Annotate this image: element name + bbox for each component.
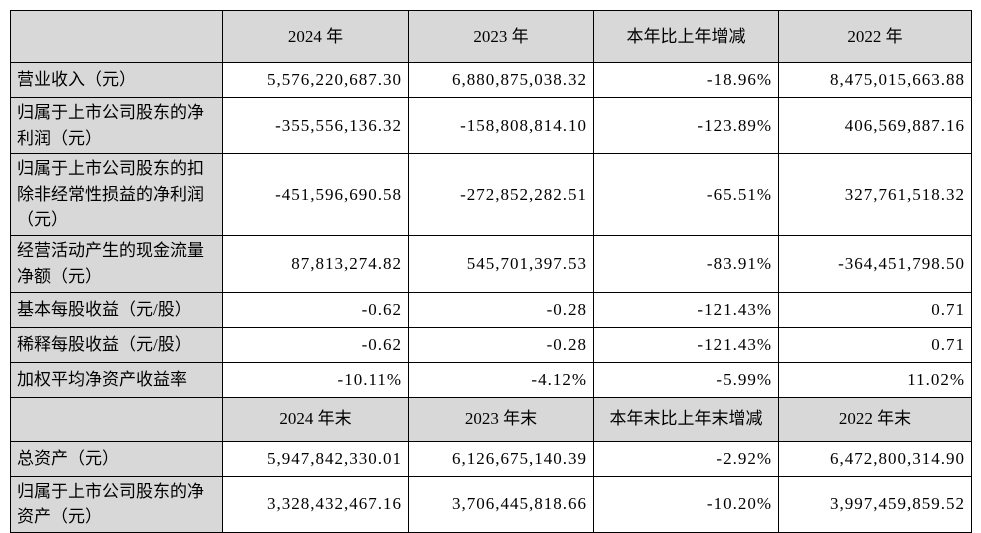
table-row-revenue: 营业收入（元） 5,576,220,687.30 6,880,875,038.3… — [10, 62, 972, 98]
table-row-total-assets: 总资产（元） 5,947,842,330.01 6,126,675,140.39… — [10, 440, 972, 477]
table-row-basic-eps: 基本每股收益（元/股） -0.62 -0.28 -121.43% 0.71 — [10, 291, 972, 328]
table-row-weighted-avg-roe: 加权平均净资产收益率 -10.11% -4.12% -5.99% 11.02% — [10, 361, 972, 398]
value-cell: -4.12% — [408, 361, 594, 398]
row-label-cell: 加权平均净资产收益率 — [10, 361, 223, 398]
value-cell: -65.51% — [593, 153, 779, 236]
value-cell: 6,126,675,140.39 — [408, 440, 594, 477]
value-cell: -10.11% — [222, 361, 409, 398]
value-cell: -123.89% — [593, 97, 779, 154]
row-label-cell: 稀释每股收益（元/股） — [10, 326, 223, 363]
value-cell: -451,596,690.58 — [222, 153, 409, 236]
value-cell: 11.02% — [778, 361, 972, 398]
value-cell: 0.71 — [778, 326, 972, 363]
header-cell-2023: 2023 年 — [408, 10, 594, 63]
row-label-cell: 归属于上市公司股东的净利润（元） — [10, 97, 223, 154]
header-cell-2022: 2022 年 — [778, 10, 972, 63]
header-cell-2022-end: 2022 年末 — [778, 396, 972, 442]
value-cell: -121.43% — [593, 326, 779, 363]
value-cell: -5.99% — [593, 361, 779, 398]
value-cell: -364,451,798.50 — [778, 234, 972, 293]
table-row-net-assets: 归属于上市公司股东的净资产（元） 3,328,432,467.16 3,706,… — [10, 475, 972, 533]
value-cell: 545,701,397.53 — [408, 234, 594, 293]
header-blank-cell — [10, 10, 223, 63]
value-cell: -0.28 — [408, 291, 594, 328]
value-cell: -121.43% — [593, 291, 779, 328]
value-cell: -0.62 — [222, 291, 409, 328]
value-cell: 0.71 — [778, 291, 972, 328]
row-label-cell: 经营活动产生的现金流量净额（元） — [10, 234, 223, 293]
value-cell: -0.62 — [222, 326, 409, 363]
row-label-cell: 总资产（元） — [10, 440, 223, 477]
header-blank-cell — [10, 396, 223, 442]
value-cell: -83.91% — [593, 234, 779, 293]
value-cell: 8,475,015,663.88 — [778, 62, 972, 98]
value-cell: -18.96% — [593, 62, 779, 98]
header-cell-yoy-change: 本年比上年增减 — [593, 10, 779, 63]
value-cell: -355,556,136.32 — [222, 97, 409, 154]
row-label-cell: 归属于上市公司股东的净资产（元） — [10, 475, 223, 533]
row-label-cell: 基本每股收益（元/股） — [10, 291, 223, 328]
value-cell: -0.28 — [408, 326, 594, 363]
value-cell: 6,472,800,314.90 — [778, 440, 972, 477]
table-row-net-profit-excl-nonrecurring: 归属于上市公司股东的扣除非经常性损益的净利润（元） -451,596,690.5… — [10, 153, 972, 236]
table-row-diluted-eps: 稀释每股收益（元/股） -0.62 -0.28 -121.43% 0.71 — [10, 326, 972, 363]
value-cell: -2.92% — [593, 440, 779, 477]
value-cell: 3,997,459,859.52 — [778, 475, 972, 533]
value-cell: 3,328,432,467.16 — [222, 475, 409, 533]
financial-summary-table: 2024 年 2023 年 本年比上年增减 2022 年 营业收入（元） 5,5… — [10, 10, 972, 533]
value-cell: 327,761,518.32 — [778, 153, 972, 236]
table-row-operating-cash-flow: 经营活动产生的现金流量净额（元） 87,813,274.82 545,701,3… — [10, 234, 972, 293]
row-label-cell: 归属于上市公司股东的扣除非经常性损益的净利润（元） — [10, 153, 223, 236]
header-cell-yearend-change: 本年末比上年末增减 — [593, 396, 779, 442]
value-cell: 6,880,875,038.32 — [408, 62, 594, 98]
value-cell: 87,813,274.82 — [222, 234, 409, 293]
value-cell: 3,706,445,818.66 — [408, 475, 594, 533]
table-header-row-annual: 2024 年 2023 年 本年比上年增减 2022 年 — [10, 10, 972, 63]
header-cell-2023-end: 2023 年末 — [408, 396, 594, 442]
value-cell: 5,576,220,687.30 — [222, 62, 409, 98]
value-cell: -10.20% — [593, 475, 779, 533]
value-cell: -272,852,282.51 — [408, 153, 594, 236]
value-cell: 406,569,887.16 — [778, 97, 972, 154]
table-row-net-profit: 归属于上市公司股东的净利润（元） -355,556,136.32 -158,80… — [10, 97, 972, 154]
header-cell-2024: 2024 年 — [222, 10, 409, 63]
table-header-row-year-end: 2024 年末 2023 年末 本年末比上年末增减 2022 年末 — [10, 396, 972, 442]
header-cell-2024-end: 2024 年末 — [222, 396, 409, 442]
value-cell: -158,808,814.10 — [408, 97, 594, 154]
financial-summary-table-container: 2024 年 2023 年 本年比上年增减 2022 年 营业收入（元） 5,5… — [10, 10, 972, 533]
value-cell: 5,947,842,330.01 — [222, 440, 409, 477]
row-label-cell: 营业收入（元） — [10, 62, 223, 98]
